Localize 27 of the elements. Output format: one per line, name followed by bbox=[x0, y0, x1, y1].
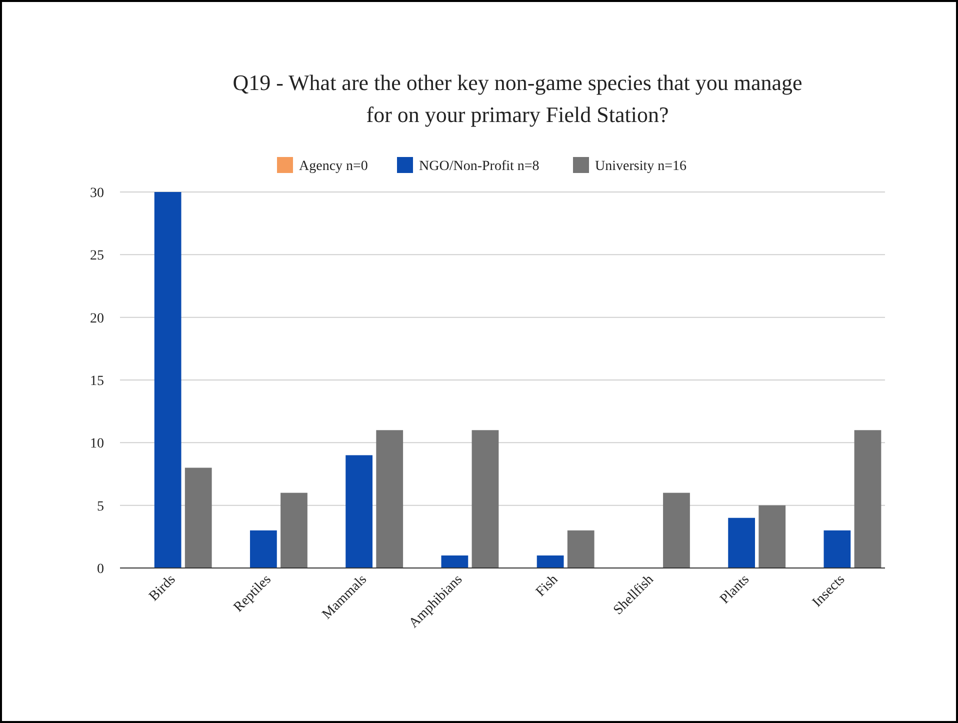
bar bbox=[154, 192, 182, 568]
y-tick-label: 20 bbox=[90, 311, 104, 326]
y-tick-label: 15 bbox=[90, 374, 104, 389]
bar bbox=[854, 430, 882, 568]
bar bbox=[472, 430, 499, 568]
y-tick-label: 0 bbox=[97, 562, 104, 577]
bar bbox=[280, 492, 308, 568]
legend-label: Agency n=0 bbox=[299, 159, 368, 174]
bar bbox=[346, 455, 373, 568]
y-tick-label: 10 bbox=[90, 436, 104, 452]
bar bbox=[824, 530, 851, 568]
bar bbox=[728, 518, 756, 568]
bar bbox=[758, 505, 786, 568]
chart-title: Q19 - What are the other key non-game species that you manage for on your primary Field Station? bbox=[232, 70, 802, 127]
bar bbox=[376, 430, 404, 568]
y-tick-label: 30 bbox=[90, 186, 104, 201]
bar bbox=[441, 555, 468, 568]
bar bbox=[184, 468, 212, 568]
bar bbox=[250, 530, 277, 568]
y-tick-label: 5 bbox=[97, 499, 104, 514]
bar bbox=[536, 555, 564, 568]
bar bbox=[663, 492, 690, 568]
x-tick-label: Fish bbox=[533, 572, 562, 600]
legend-label: University n=16 bbox=[595, 159, 686, 174]
bar bbox=[567, 530, 594, 568]
y-tick-label: 25 bbox=[90, 248, 104, 264]
legend-label: NGO/Non-Profit n=8 bbox=[419, 159, 540, 174]
